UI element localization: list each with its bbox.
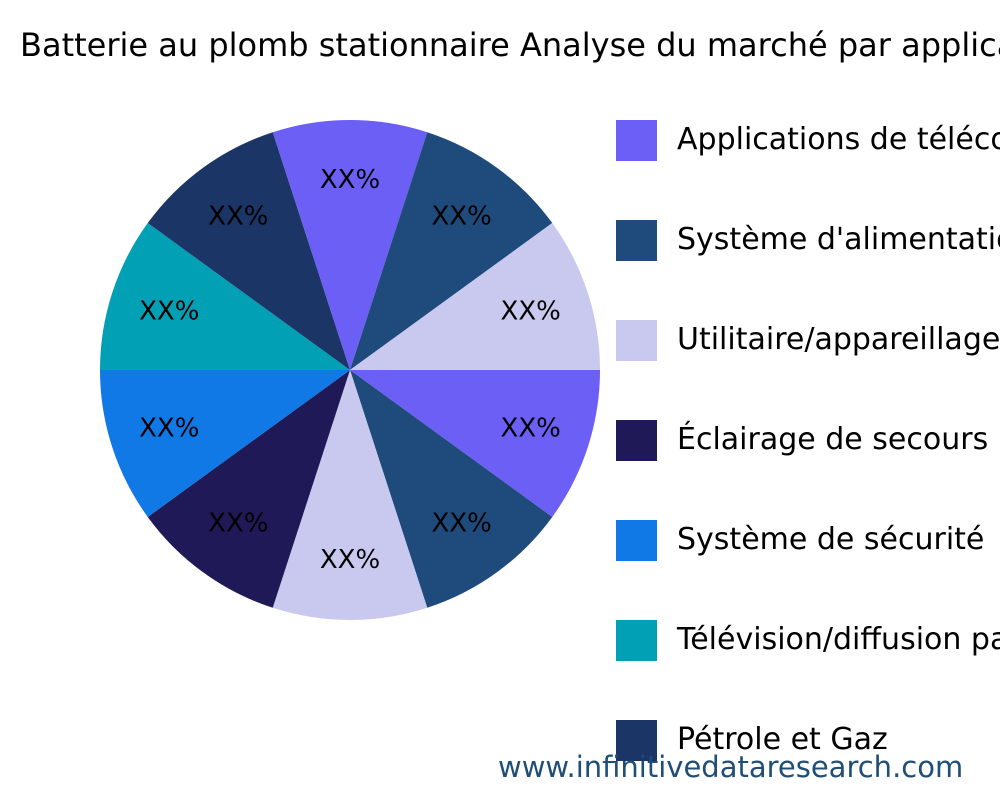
pie-slice: [350, 370, 600, 517]
legend-label: Pétrole et Gaz: [677, 722, 888, 757]
legend-item: Utilitaire/appareillage de commutation: [616, 320, 1000, 420]
slice-label: XX%: [139, 414, 199, 444]
slice-label: XX%: [320, 545, 380, 575]
legend-swatch: [616, 420, 657, 461]
pie-labels: XX% XX% XX% XX% XX% XX% XX% XX% XX% XX%: [139, 165, 561, 575]
legend-swatch: [616, 220, 657, 261]
source-url: www.infinitivedataresearch.com: [498, 750, 964, 784]
chart-title: Batterie au plomb stationnaire Analyse d…: [20, 26, 1000, 64]
pie-slice: [350, 132, 553, 370]
legend-label: Télévision/diffusion par câble: [677, 622, 1000, 657]
legend: Applications de télécommunications Systèm…: [616, 120, 1000, 800]
legend-swatch: [616, 620, 657, 661]
legend-item: Éclairage de secours: [616, 420, 1000, 520]
pie-slice: [350, 370, 553, 608]
slice-label: XX%: [139, 296, 199, 326]
legend-item: Télévision/diffusion par câble: [616, 620, 1000, 720]
pie-slice: [272, 370, 428, 620]
slice-label: XX%: [432, 201, 492, 231]
legend-item: Pétrole et Gaz: [616, 720, 1000, 800]
legend-item: Applications de télécommunications: [616, 120, 1000, 220]
legend-swatch: [616, 120, 657, 161]
legend-swatch: [616, 720, 657, 761]
pie-slice: [272, 119, 428, 370]
pie-slices: [100, 119, 600, 620]
slice-label: XX%: [208, 201, 268, 231]
pie-slice: [147, 370, 350, 608]
legend-swatch: [616, 320, 657, 361]
legend-item: Système de sécurité: [616, 520, 1000, 620]
slice-label: XX%: [320, 165, 380, 195]
legend-label: Utilitaire/appareillage de commutation: [677, 322, 1000, 357]
legend-label: Applications de télécommunications: [677, 122, 1000, 157]
slice-label: XX%: [432, 509, 492, 539]
pie-slice: [350, 223, 600, 370]
pie-slice: [147, 132, 350, 370]
slice-label: XX%: [208, 509, 268, 539]
slice-label: XX%: [501, 296, 561, 326]
pie-slice: [100, 370, 350, 517]
legend-label: Système de sécurité: [677, 522, 985, 557]
legend-label: Système d'alimentation sans interruption…: [677, 222, 1000, 257]
slice-label: XX%: [501, 414, 561, 444]
legend-item: Système d'alimentation sans interruption…: [616, 220, 1000, 320]
pie-slice: [100, 223, 350, 370]
legend-label: Éclairage de secours: [677, 422, 989, 457]
legend-swatch: [616, 520, 657, 561]
